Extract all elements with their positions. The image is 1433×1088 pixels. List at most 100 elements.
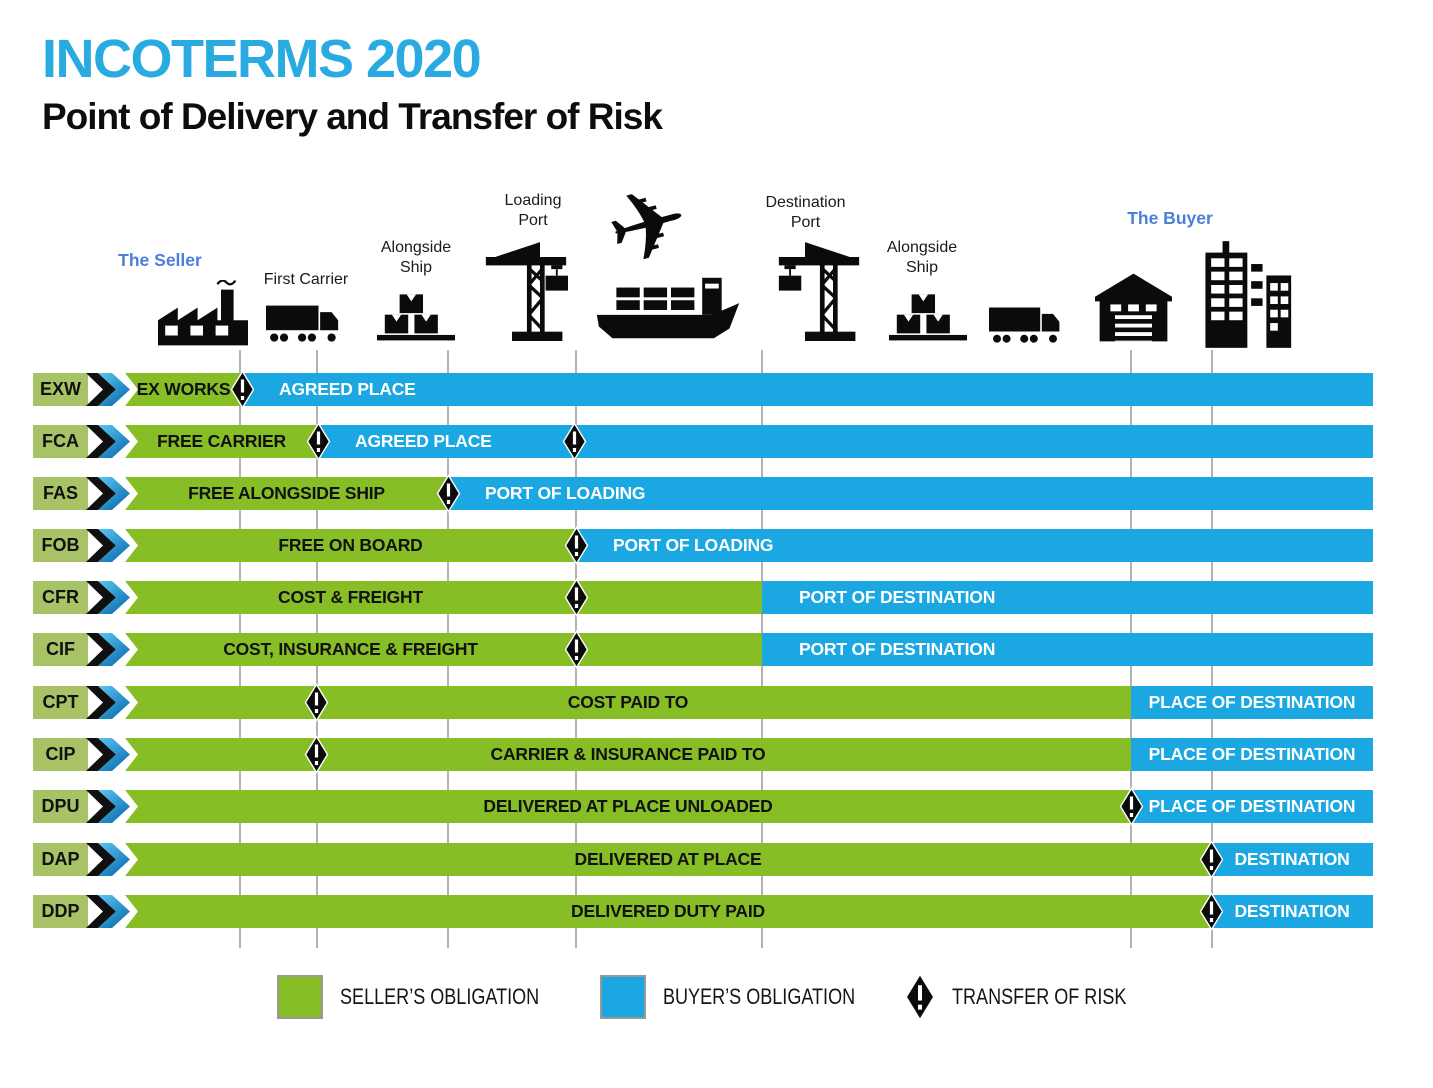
obligation-bar bbox=[125, 529, 1373, 562]
chevron-arrow-icon bbox=[86, 895, 130, 928]
transfer-of-risk-marker bbox=[1199, 840, 1224, 879]
incoterm-code-chip: FOB bbox=[33, 529, 88, 562]
legend-risk-label: TRANSFER OF RISK bbox=[952, 984, 1127, 1009]
seller-obligation-segment bbox=[125, 738, 1131, 771]
buyer-location-label: DESTINATION bbox=[1234, 901, 1350, 921]
legend-seller-obligation: SELLER’S OBLIGATION bbox=[277, 974, 583, 1020]
seller-obligation-segment bbox=[125, 843, 1211, 876]
buyer-location-label: AGREED PLACE bbox=[355, 431, 492, 451]
incoterm-code-chip: CFR bbox=[33, 581, 88, 614]
seller-obligation-segment bbox=[125, 581, 762, 614]
buyer-obligation-segment bbox=[448, 477, 1373, 510]
seller-term-label: COST, INSURANCE & FREIGHT bbox=[223, 639, 478, 659]
seller-term-label: FREE ALONGSIDE SHIP bbox=[188, 483, 385, 503]
seller-label: The Seller bbox=[118, 250, 202, 270]
incoterm-row-exw: EXW EX WORKS AGREED PLACE bbox=[33, 370, 1373, 409]
buyer-obligation-segment bbox=[1131, 790, 1373, 823]
transfer-of-risk-marker bbox=[564, 526, 589, 565]
transfer-of-risk-marker bbox=[304, 735, 329, 774]
buyer-location-label: PORT OF DESTINATION bbox=[799, 639, 996, 659]
chevron-arrow-icon bbox=[86, 425, 130, 458]
truck-icon bbox=[266, 298, 348, 346]
buyer-location-label: PORT OF LOADING bbox=[485, 483, 646, 503]
alongside-ship-export-label: Alongside Ship bbox=[380, 239, 452, 276]
destination-port-label: Destination Port bbox=[765, 194, 846, 231]
chevron-arrow-icon bbox=[86, 738, 130, 771]
transfer-of-risk-marker bbox=[562, 422, 587, 461]
obligation-bar bbox=[125, 895, 1373, 928]
obligation-bar bbox=[125, 686, 1373, 719]
cargo-crates-icon bbox=[377, 287, 455, 347]
seller-obligation-segment bbox=[125, 477, 448, 510]
buyer-location-label: PLACE OF DESTINATION bbox=[1148, 744, 1356, 764]
incoterm-code-chip: DDP bbox=[33, 895, 88, 928]
container-ship-icon bbox=[596, 270, 744, 348]
page-title: INCOTERMS 2020 bbox=[42, 29, 482, 89]
obligation-bar bbox=[125, 425, 1373, 458]
first-carrier-label: First Carrier bbox=[263, 271, 349, 288]
transfer-of-risk-marker bbox=[564, 630, 589, 669]
seller-term-label: FREE CARRIER bbox=[157, 431, 286, 451]
obligation-bar bbox=[125, 738, 1373, 771]
legend-buyer-label: BUYER’S OBLIGATION bbox=[663, 984, 856, 1009]
transfer-of-risk-marker bbox=[564, 578, 589, 617]
buyer-obligation-segment bbox=[1131, 686, 1373, 719]
incoterm-row-cpt: CPT COST PAID TO PLACE OF DESTINATION bbox=[33, 683, 1373, 722]
incoterm-row-fca: FCA FREE CARRIER AGREED PLACE bbox=[33, 422, 1373, 461]
transfer-of-risk-marker bbox=[436, 474, 461, 513]
buyer-obligation-segment bbox=[318, 425, 1373, 458]
seller-term-label: COST PAID TO bbox=[567, 692, 689, 712]
seller-term-label: CARRIER & INSURANCE PAID TO bbox=[490, 744, 766, 764]
seller-obligation-segment bbox=[125, 790, 1131, 823]
chevron-arrow-icon bbox=[86, 843, 130, 876]
legend-seller-label: SELLER’S OBLIGATION bbox=[340, 984, 540, 1009]
page-subtitle: Point of Delivery and Transfer of Risk bbox=[42, 96, 663, 137]
office-buildings-icon bbox=[1194, 241, 1294, 348]
obligation-bar bbox=[125, 581, 1373, 614]
incoterm-code-chip: CPT bbox=[33, 686, 88, 719]
harbor-crane-icon bbox=[777, 237, 861, 347]
incoterm-row-fas: FAS FREE ALONGSIDE SHIP PORT OF LOADING bbox=[33, 474, 1373, 513]
incoterm-code-chip: CIP bbox=[33, 738, 88, 771]
seller-term-label: EX WORKS bbox=[136, 379, 231, 399]
seller-term-label: DELIVERED AT PLACE UNLOADED bbox=[483, 796, 773, 816]
buyer-obligation-segment bbox=[576, 529, 1373, 562]
obligation-bar bbox=[125, 843, 1373, 876]
buyer-obligation-swatch bbox=[600, 975, 646, 1019]
seller-term-label: DELIVERED DUTY PAID bbox=[571, 901, 765, 921]
incoterm-row-fob: FOB FREE ON BOARD PORT OF LOADING bbox=[33, 526, 1373, 565]
transfer-of-risk-marker bbox=[304, 683, 329, 722]
seller-obligation-segment bbox=[125, 895, 1211, 928]
incoterm-row-cip: CIP CARRIER & INSURANCE PAID TO PLACE OF D… bbox=[33, 735, 1373, 774]
incoterm-code-chip: DPU bbox=[33, 790, 88, 823]
chevron-arrow-icon bbox=[86, 790, 130, 823]
buyer-obligation-segment bbox=[1211, 895, 1373, 928]
seller-obligation-segment bbox=[125, 633, 762, 666]
incoterm-row-ddp: DDP DELIVERED DUTY PAID DESTINATION bbox=[33, 892, 1373, 931]
chevron-arrow-icon bbox=[86, 581, 130, 614]
legend-transfer-of-risk: TRANSFER OF RISK bbox=[905, 974, 1165, 1020]
buyer-label: The Buyer bbox=[1127, 208, 1213, 228]
seller-obligation-segment bbox=[125, 425, 318, 458]
seller-term-label: FREE ON BOARD bbox=[278, 535, 423, 555]
factory-icon bbox=[158, 280, 248, 346]
alongside-ship-import-label: Alongside Ship bbox=[886, 239, 958, 276]
incoterm-row-cif: CIF COST, INSURANCE & FREIGHT PORT OF DEST… bbox=[33, 630, 1373, 669]
incoterm-code-chip: FAS bbox=[33, 477, 88, 510]
warehouse-icon bbox=[1095, 267, 1172, 348]
obligation-bar bbox=[125, 790, 1373, 823]
seller-obligation-segment bbox=[125, 373, 242, 406]
transfer-of-risk-marker bbox=[1199, 892, 1224, 931]
seller-obligation-segment bbox=[125, 529, 576, 562]
buyer-location-label: PORT OF DESTINATION bbox=[799, 587, 996, 607]
buyer-location-label: PORT OF LOADING bbox=[613, 535, 774, 555]
chevron-arrow-icon bbox=[86, 633, 130, 666]
seller-term-label: COST & FREIGHT bbox=[278, 587, 423, 607]
seller-obligation-segment bbox=[125, 686, 1131, 719]
chevron-arrow-icon bbox=[86, 477, 130, 510]
obligation-bar bbox=[125, 633, 1373, 666]
buyer-obligation-segment bbox=[242, 373, 1373, 406]
incoterm-row-dpu: DPU DELIVERED AT PLACE UNLOADED PLACE OF D… bbox=[33, 787, 1373, 826]
